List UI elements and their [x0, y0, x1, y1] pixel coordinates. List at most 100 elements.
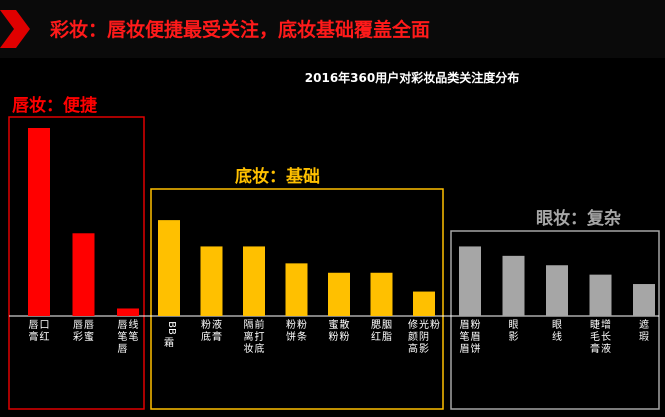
category-label: BB 霜: [164, 321, 177, 349]
svg-text:粉: 粉: [329, 330, 339, 343]
bar: [328, 272, 350, 316]
svg-text:唇: 唇: [29, 319, 39, 331]
group-frame-lip: [8, 116, 145, 410]
category-label: 遮瑕: [639, 318, 649, 343]
bar: [117, 308, 139, 316]
svg-text:膏: 膏: [29, 330, 39, 343]
svg-text:饼: 饼: [471, 342, 481, 355]
svg-text:粉: 粉: [471, 318, 481, 331]
header-chevron-icon: [0, 10, 30, 48]
svg-text:粉: 粉: [340, 330, 350, 343]
svg-text:眉: 眉: [471, 331, 481, 343]
bar: [589, 274, 612, 316]
svg-text:遮: 遮: [639, 318, 649, 331]
svg-text:BB: BB: [166, 321, 177, 335]
bar: [200, 246, 223, 316]
group-title-base: 底妆：基础: [235, 166, 320, 187]
header-banner: 彩妆：唇妆便捷最受关注，底妆基础覆盖全面: [0, 0, 665, 58]
bar: [459, 246, 481, 316]
svg-text:蜜: 蜜: [329, 318, 339, 331]
svg-text:线: 线: [552, 330, 562, 343]
svg-text:妆: 妆: [244, 342, 254, 355]
svg-text:光: 光: [419, 318, 429, 331]
svg-text:膏: 膏: [212, 330, 222, 343]
svg-text:影: 影: [509, 331, 519, 343]
svg-text:笔: 笔: [460, 330, 470, 343]
svg-text:眉: 眉: [460, 319, 470, 331]
svg-text:阴: 阴: [419, 331, 429, 343]
svg-text:胭: 胭: [382, 319, 392, 331]
svg-text:蜜: 蜜: [84, 330, 94, 343]
category-labels-layer: 唇膏口红唇彩唇蜜唇笔唇线笔BB霜粉底液膏隔离妆前打底粉饼粉条蜜粉散粉腮红胭脂修颜…: [29, 318, 650, 355]
svg-text:线: 线: [129, 318, 139, 331]
svg-text:红: 红: [40, 330, 50, 343]
svg-text:增: 增: [601, 318, 611, 331]
svg-text:睫: 睫: [590, 319, 600, 331]
svg-text:瑕: 瑕: [639, 331, 649, 343]
page-title: 彩妆：唇妆便捷最受关注，底妆基础覆盖全面: [49, 18, 430, 41]
category-label: 眼影: [509, 319, 519, 343]
svg-text:毛: 毛: [590, 331, 600, 343]
group-frame-eye: [450, 230, 660, 410]
svg-text:唇: 唇: [73, 319, 83, 331]
bars-layer: [28, 128, 655, 316]
svg-text:修: 修: [408, 318, 418, 331]
svg-text:唇: 唇: [118, 343, 128, 355]
svg-text:前: 前: [255, 318, 265, 331]
svg-text:霜: 霜: [164, 337, 174, 349]
group-title-lip: 唇妆：便捷: [12, 95, 98, 116]
svg-text:液: 液: [601, 342, 611, 355]
bar: [243, 246, 265, 316]
category-label: 眼线: [552, 319, 562, 343]
svg-text:红: 红: [371, 330, 381, 343]
group-title-eye: 眼妆：复杂: [536, 208, 621, 229]
bar: [546, 265, 568, 316]
svg-text:粉: 粉: [430, 318, 440, 331]
group-frame-base: [150, 188, 444, 410]
svg-text:眼: 眼: [552, 319, 562, 331]
svg-text:彩: 彩: [73, 331, 83, 343]
svg-text:颜: 颜: [408, 330, 418, 343]
svg-text:高: 高: [408, 342, 418, 355]
bar: [502, 255, 525, 316]
svg-text:脂: 脂: [382, 330, 392, 343]
svg-text:腮: 腮: [371, 319, 381, 331]
bar: [158, 220, 180, 316]
svg-text:笔: 笔: [129, 330, 139, 343]
svg-text:长: 长: [601, 331, 611, 343]
svg-text:底: 底: [201, 330, 211, 343]
svg-text:唇: 唇: [84, 319, 94, 331]
svg-text:影: 影: [419, 343, 429, 355]
svg-text:眼: 眼: [509, 319, 519, 331]
svg-text:粉: 粉: [297, 318, 307, 331]
svg-text:饼: 饼: [286, 330, 296, 343]
svg-text:眉: 眉: [460, 343, 470, 355]
svg-text:液: 液: [212, 318, 222, 331]
bar: [633, 284, 655, 316]
bar: [285, 263, 308, 316]
svg-text:底: 底: [255, 342, 265, 355]
chart-title: 2016年360用户对彩妆品类关注度分布: [305, 70, 519, 85]
svg-text:散: 散: [340, 318, 350, 331]
svg-text:膏: 膏: [590, 342, 600, 355]
svg-text:笔: 笔: [118, 330, 128, 343]
bar: [28, 128, 50, 316]
svg-text:打: 打: [255, 330, 265, 343]
svg-text:粉: 粉: [201, 318, 211, 331]
svg-text:粉: 粉: [286, 318, 296, 331]
svg-text:隔: 隔: [244, 319, 254, 331]
bar: [72, 233, 95, 316]
bar: [413, 291, 435, 316]
